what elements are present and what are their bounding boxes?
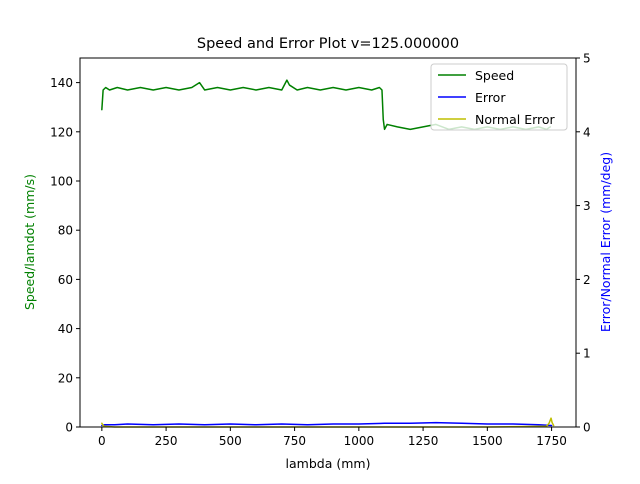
x-axis-label: lambda (mm) <box>286 456 371 471</box>
x-tick-label: 500 <box>219 434 242 448</box>
y-right-tick-label: 3 <box>583 199 591 213</box>
x-tick-label: 750 <box>283 434 306 448</box>
y-left-tick-label: 120 <box>50 125 73 139</box>
x-tick-label: 1000 <box>344 434 375 448</box>
series-line-error <box>101 421 553 427</box>
y-left-tick-label: 80 <box>58 224 73 238</box>
y-left-tick-label: 40 <box>58 322 73 336</box>
chart-title: Speed and Error Plot v=125.000000 <box>197 36 459 52</box>
plot-frame <box>79 57 577 428</box>
y-left-tick-label: 0 <box>65 421 73 435</box>
legend-normal-error-label: Normal Error <box>475 112 556 127</box>
legend: Speed Error Normal Error <box>430 63 568 131</box>
x-tick-label: 0 <box>98 434 106 448</box>
legend-speed-label: Speed <box>475 68 514 83</box>
x-tick-label: 1250 <box>408 434 439 448</box>
y-right-tick-label: 4 <box>583 125 591 139</box>
y-right-tick-label: 5 <box>583 52 591 66</box>
y-left-tick-label: 100 <box>50 175 73 189</box>
y-axis-left-label: Speed/lamdot (mm/s) <box>22 174 37 310</box>
y-left-tick-label: 140 <box>50 76 73 90</box>
y-right-tick-label: 2 <box>583 273 591 287</box>
y-axis-right-label: Error/Normal Error (mm/deg) <box>598 152 613 332</box>
y-left-tick-label: 60 <box>58 273 73 287</box>
y-left-tick-label: 20 <box>58 371 73 385</box>
legend-box <box>430 63 568 131</box>
legend-error-label: Error <box>475 90 506 105</box>
y-right-tick-label: 0 <box>583 421 591 435</box>
axis-ticks: 0 250 500 750 1000 1250 1500 175002040608010012… <box>50 52 591 449</box>
x-tick-label: 250 <box>155 434 178 448</box>
x-tick-label: 1500 <box>472 434 503 448</box>
y-right-tick-label: 1 <box>583 347 591 361</box>
x-tick-label: 1750 <box>536 434 567 448</box>
